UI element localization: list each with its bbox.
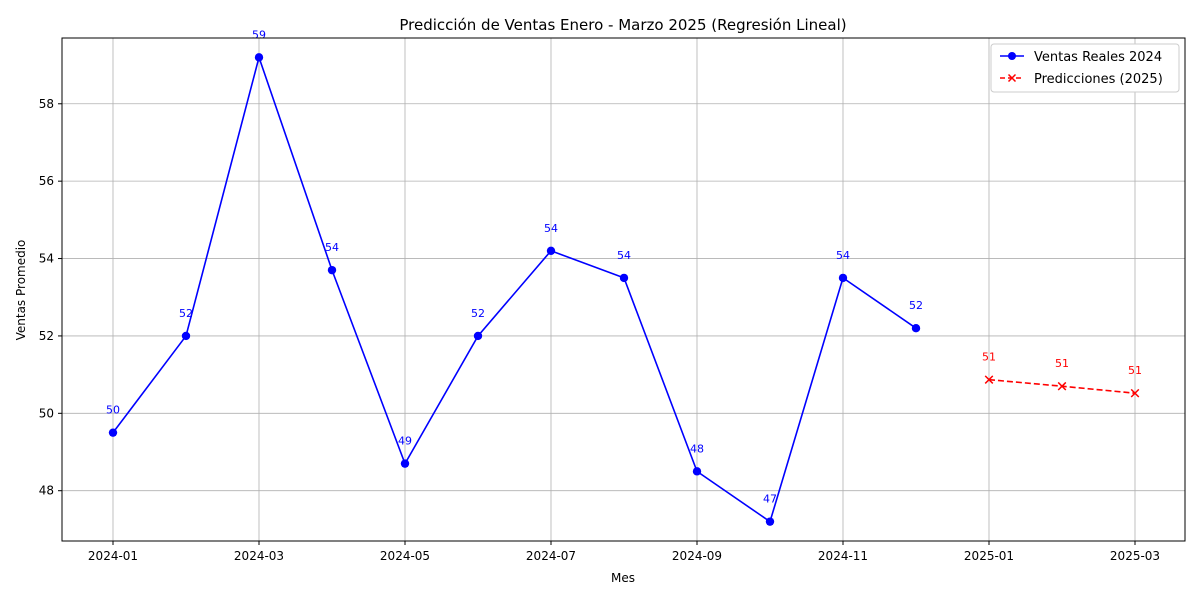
y-tick-label: 58 (39, 97, 54, 111)
chart-title: Predicción de Ventas Enero - Marzo 2025 … (399, 16, 846, 34)
x-tick-label: 2024-07 (526, 549, 576, 563)
data-point (984, 375, 994, 384)
y-tick-label: 50 (39, 406, 54, 420)
x-tick-label: 2025-03 (1110, 549, 1160, 563)
y-tick-label: 52 (39, 329, 54, 343)
data-label: 50 (106, 404, 120, 417)
data-label: 54 (836, 249, 850, 262)
data-label: 54 (325, 241, 339, 254)
x-axis-label: Mes (611, 571, 635, 585)
x-tick-label: 2025-01 (964, 549, 1014, 563)
x-tick-label: 2024-03 (234, 549, 284, 563)
legend-marker-prediction (1007, 73, 1017, 83)
data-point (473, 331, 483, 341)
data-label: 54 (544, 222, 558, 235)
data-label: 52 (909, 299, 923, 312)
grid (62, 38, 1185, 541)
legend-label-actual: Ventas Reales 2024 (1034, 50, 1162, 65)
data-label: 47 (763, 493, 777, 506)
data-point (181, 331, 191, 341)
data-label: 51 (1128, 364, 1142, 377)
data-point (692, 467, 702, 476)
y-tick-label: 56 (39, 174, 54, 188)
data-point (911, 323, 921, 333)
series-line-0 (112, 54, 917, 523)
x-tick-label: 2024-09 (672, 549, 722, 563)
x-axis-ticks: 2024-01 2024-03 2024-05 2024-07 2024-09 2024-… (88, 541, 1160, 563)
data-point (838, 273, 848, 283)
data-point (1057, 381, 1067, 391)
data-label: 49 (398, 435, 412, 448)
y-axis-label: Ventas Promedio (14, 240, 28, 341)
y-tick-label: 54 (39, 252, 54, 266)
data-point (546, 246, 556, 256)
data-label: 51 (1055, 357, 1069, 370)
plot-frame (61, 37, 1186, 542)
series-layer (108, 53, 1140, 526)
data-label: 54 (617, 249, 631, 262)
legend-marker-actual (1008, 52, 1016, 60)
data-label: 48 (690, 442, 704, 455)
data-label: 52 (179, 307, 193, 320)
data-point (619, 273, 629, 283)
legend-box (990, 43, 1180, 93)
y-axis-ticks: 48 50 52 54 56 58 (39, 97, 62, 498)
data-label: 52 (471, 307, 485, 320)
data-point (327, 265, 337, 275)
x-tick-label: 2024-01 (88, 549, 138, 563)
data-point (400, 459, 410, 468)
legend: Ventas Reales 2024 Predicciones (2025) (990, 43, 1180, 93)
data-point (1130, 388, 1140, 398)
data-point (765, 517, 775, 526)
data-point (254, 53, 264, 62)
data-label: 51 (982, 351, 996, 364)
legend-label-prediction: Predicciones (2025) (1034, 72, 1163, 87)
data-point (108, 428, 118, 437)
x-tick-label: 2024-11 (818, 549, 868, 563)
data-label: 59 (252, 28, 266, 41)
x-tick-label: 2024-05 (380, 549, 430, 563)
y-tick-label: 48 (39, 484, 54, 498)
